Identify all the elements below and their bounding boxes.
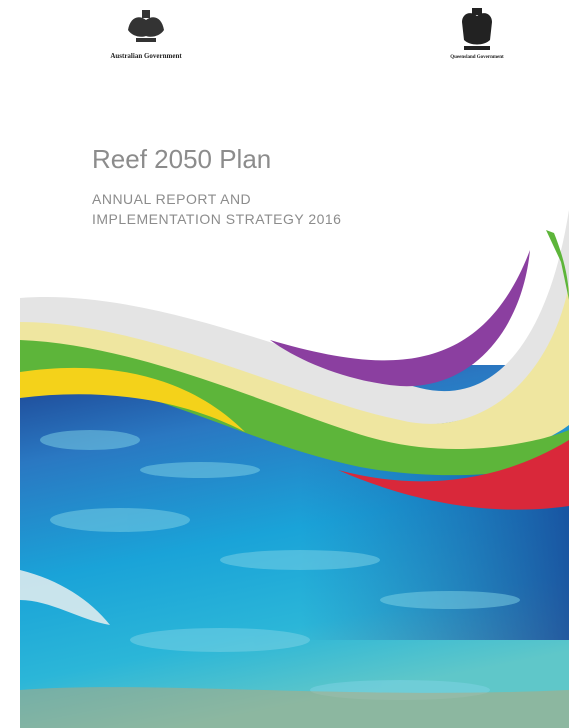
wave-gray [20,210,569,425]
wave-green-thin [546,230,569,300]
left-logo-text: Australian Government [110,52,182,60]
wave-green [20,340,569,476]
reef-shallows [20,687,569,728]
wave-red [338,440,569,510]
right-logo-text: Queensland Government [450,55,504,60]
wave-purple [270,250,530,387]
title: Reef 2050 Plan [92,144,271,174]
subtitle-line: ANNUAL REPORT AND [92,191,251,207]
australian-crest [128,10,164,42]
wave-yellow [20,367,245,432]
sand [20,570,110,625]
subtitle-line: IMPLEMENTATION STRATEGY 2016 [92,211,341,227]
queensland-crest [462,8,492,50]
